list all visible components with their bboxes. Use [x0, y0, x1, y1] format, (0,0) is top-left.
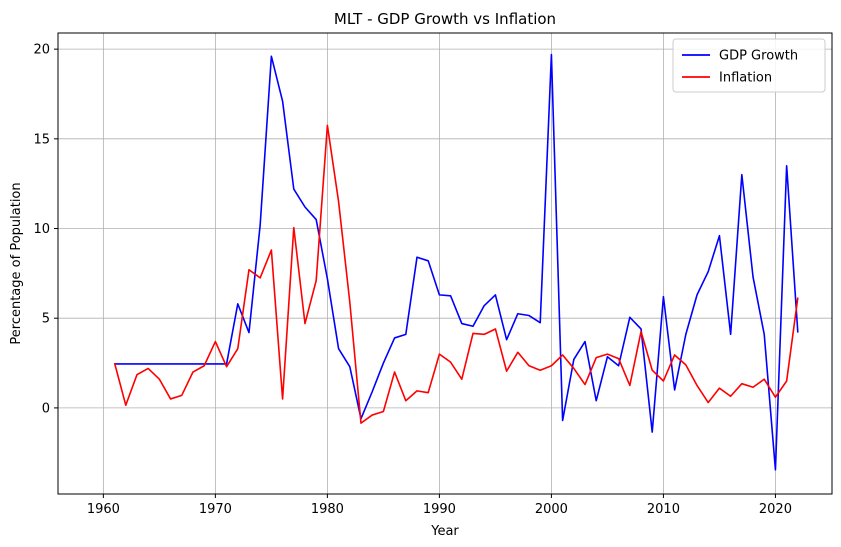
x-tick-label: 1970	[199, 502, 232, 517]
plot-frame	[57, 32, 833, 495]
y-tick-label: 5	[42, 312, 50, 327]
x-tick-label: 2000	[535, 502, 568, 517]
x-tick-label: 1960	[87, 502, 120, 517]
y-tick-label: 15	[33, 132, 50, 147]
legend-label-1: Inflation	[719, 71, 772, 86]
chart-title: MLT - GDP Growth vs Inflation	[334, 10, 556, 28]
x-tick-label: 1980	[311, 502, 344, 517]
x-tick-label: 1990	[423, 502, 456, 517]
x-axis-label: Year	[430, 524, 459, 539]
y-tick-label: 10	[33, 222, 50, 237]
y-tick-label: 0	[42, 401, 50, 416]
series-layer	[113, 53, 799, 471]
y-tick-label: 20	[33, 43, 50, 58]
legend-label-0: GDP Growth	[719, 49, 798, 64]
grid	[58, 33, 832, 494]
legend-box	[672, 38, 826, 93]
x-tick-label: 2010	[647, 502, 680, 517]
legend: GDP Growth Inflation	[672, 38, 826, 93]
ticks: 1960 1970 1980 1990 2000 2010 2020 0 5 10 15 20	[33, 43, 792, 517]
series-line-1	[113, 124, 799, 424]
series-line-0	[114, 53, 799, 471]
x-tick-label: 2020	[759, 502, 792, 517]
y-axis-label: Percentage of Population	[9, 182, 24, 344]
